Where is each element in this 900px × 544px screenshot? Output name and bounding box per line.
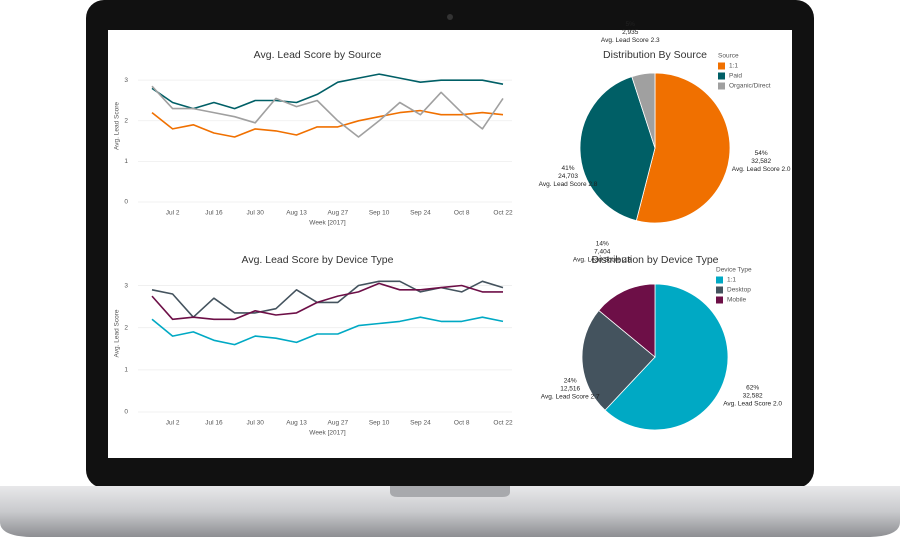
x-tick-label: Oct 22 (493, 210, 513, 217)
legend-title: Device Type (716, 267, 752, 274)
x-tick-label: Sep 10 (369, 420, 390, 427)
chart-title: Avg. Lead Score by Source (254, 49, 382, 61)
y-tick-label: 3 (124, 77, 128, 84)
pie-slice (579, 76, 656, 222)
pie-slice (598, 283, 656, 358)
legend-title: Source (718, 53, 739, 60)
legend-swatch (716, 286, 723, 294)
legend-swatch (716, 276, 723, 284)
pie-percent-label: 54% (755, 150, 768, 157)
pie-slice (604, 283, 729, 431)
pie-percent-label: 14% (596, 241, 609, 248)
legend-swatch (718, 72, 725, 80)
pie-count-label: 7,404 (594, 249, 611, 256)
pie-score-label: Avg. Lead Score 2.8 (539, 181, 598, 188)
pie-slice (581, 309, 656, 411)
x-tick-label: Aug 13 (286, 420, 307, 427)
pie-score-label: Avg. Lead Score 2.0 (723, 400, 782, 407)
pie-slice (631, 72, 656, 149)
legend-swatch (716, 296, 723, 304)
legend-label: 1:1 (729, 63, 738, 70)
legend-label: 1:1 (727, 277, 736, 284)
pie-score-label: Avg. Lead Score 2.3 (601, 37, 660, 44)
x-tick-label: Jul 2 (166, 210, 180, 217)
x-tick-label: Aug 27 (328, 210, 349, 217)
pie-percent-label: 24% (564, 377, 577, 384)
y-axis-label: Avg. Lead Score (114, 102, 121, 150)
chart-title: Distribution by Device Type (591, 254, 718, 266)
pie-percent-label: 5% (626, 21, 636, 28)
pie-count-label: 32,582 (751, 158, 771, 165)
series-line (151, 73, 504, 110)
pie-score-label: Avg. Lead Score 2.8 (573, 257, 632, 264)
x-axis-label: Week [2017] (309, 220, 346, 227)
legend-label: Desktop (727, 287, 751, 294)
x-tick-label: Oct 22 (493, 420, 513, 427)
y-tick-label: 2 (124, 324, 128, 331)
chart-title: Avg. Lead Score by Device Type (242, 254, 394, 266)
legend-label: Organic/Direct (729, 83, 771, 90)
legend-label: Paid (729, 73, 742, 80)
y-tick-label: 0 (124, 199, 128, 206)
y-tick-label: 1 (124, 158, 128, 165)
x-tick-label: Jul 16 (205, 420, 223, 427)
series-line (151, 85, 504, 138)
y-tick-label: 2 (124, 117, 128, 124)
series-line (151, 282, 503, 321)
laptop-base (0, 486, 900, 537)
x-tick-label: Aug 13 (286, 210, 307, 217)
x-tick-label: Oct 8 (454, 210, 470, 217)
dashboard: Avg. Lead Score by Source 0 1 2 3 Jul 2 Jul 16… (114, 21, 791, 437)
pie-slice (635, 72, 731, 224)
chart-title: Distribution By Source (603, 49, 707, 61)
pie-count-label: 24,703 (558, 173, 578, 180)
x-tick-label: Jul 30 (247, 420, 265, 427)
series-line (151, 316, 504, 346)
x-tick-label: Jul 16 (205, 210, 223, 217)
base-notch (390, 486, 510, 497)
x-tick-label: Sep 10 (369, 210, 390, 217)
legend-label: Mobile (727, 297, 747, 304)
x-axis-label: Week [2017] (309, 430, 346, 437)
y-tick-label: 1 (124, 367, 128, 374)
pie-score-label: Avg. Lead Score 2.7 (541, 393, 600, 400)
x-tick-label: Sep 24 (410, 420, 431, 427)
y-axis-label: Avg. Lead Score (114, 309, 121, 357)
x-tick-label: Sep 24 (410, 210, 431, 217)
pie-score-label: Avg. Lead Score 2.0 (732, 166, 791, 173)
camera (447, 14, 453, 20)
series-line (151, 280, 504, 318)
x-tick-label: Jul 2 (166, 420, 180, 427)
x-tick-label: Aug 27 (328, 420, 349, 427)
legend-swatch (718, 62, 725, 70)
pie-count-label: 12,516 (560, 385, 580, 392)
x-tick-label: Jul 30 (247, 210, 265, 217)
series-line (151, 109, 504, 138)
y-tick-label: 3 (124, 282, 128, 289)
pie-percent-label: 62% (746, 384, 759, 391)
y-tick-label: 0 (124, 409, 128, 416)
legend-swatch (718, 82, 725, 90)
pie-percent-label: 41% (562, 165, 575, 172)
pie-count-label: 32,582 (743, 392, 763, 399)
x-tick-label: Oct 8 (454, 420, 470, 427)
pie-count-label: 2,935 (622, 29, 639, 36)
